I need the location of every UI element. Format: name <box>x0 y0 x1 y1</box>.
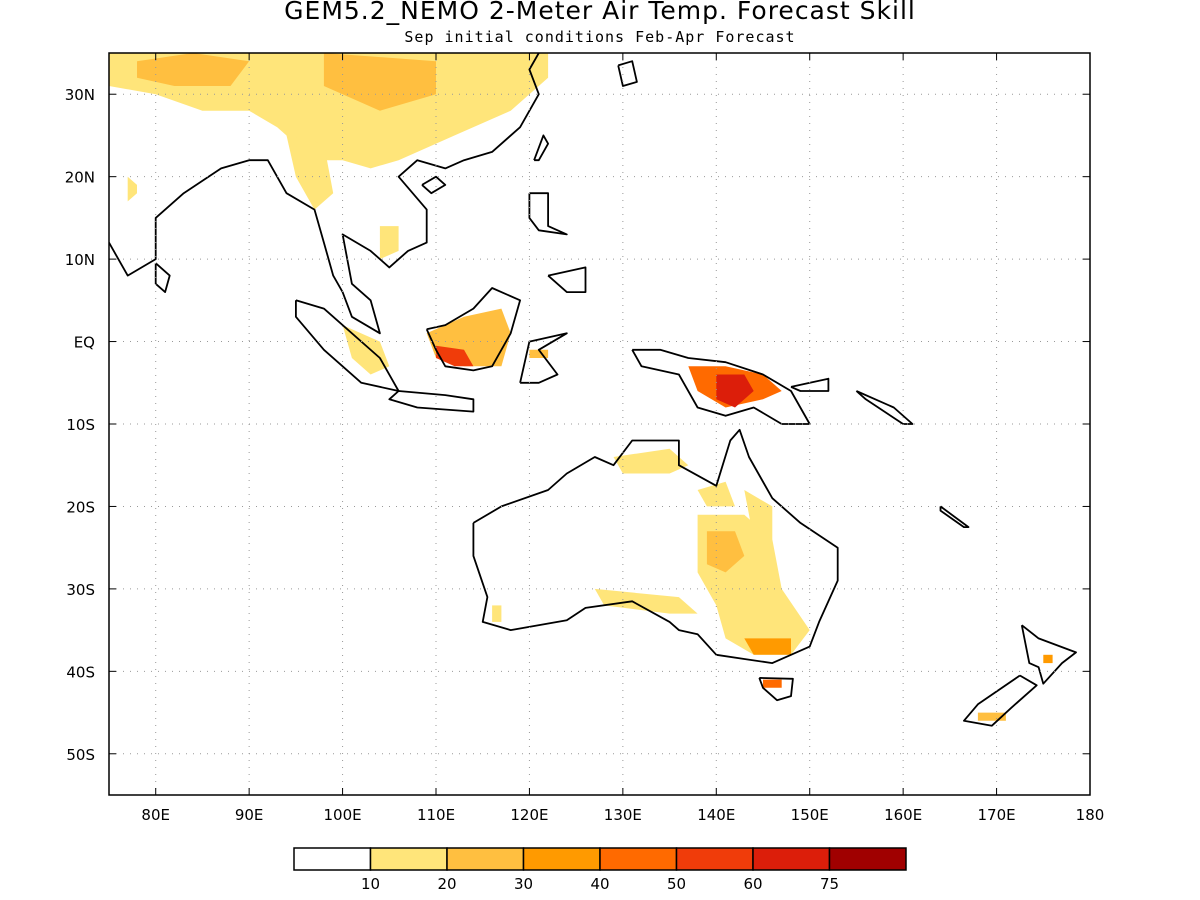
skill-region-aus-se <box>744 638 791 655</box>
lon-label: 90E <box>235 806 264 824</box>
lon-label: 140E <box>697 806 735 824</box>
colorbar-swatch <box>675 847 754 871</box>
latitude-labels: 30N 20N 10N EQ 10S 20S 30S 40S 50S <box>65 86 95 764</box>
skill-shading-layer <box>109 53 1053 721</box>
lon-label: 150E <box>791 806 829 824</box>
skill-region-nz-north <box>1043 654 1053 664</box>
skill-region-myanmar <box>286 135 334 210</box>
coastline-taiwan <box>533 134 549 162</box>
lon-label: 80E <box>141 806 170 824</box>
lon-label: 180 <box>1076 806 1105 824</box>
coastline-solomons <box>855 390 914 425</box>
coastline-sumatra <box>294 299 400 392</box>
skill-region-aus-south <box>594 588 698 614</box>
lon-label: 120E <box>510 806 548 824</box>
coastline-tasmania <box>758 677 794 702</box>
colorbar-label: 60 <box>743 875 762 893</box>
map-title: GEM5.2_NEMO 2-Meter Air Temp. Forecast S… <box>284 0 916 25</box>
lon-label: 100E <box>324 806 362 824</box>
colorbar-label: 75 <box>820 875 839 893</box>
skill-region-sumatra <box>342 325 390 375</box>
skill-region-china-core <box>323 53 436 111</box>
skill-region-aus-east-coast <box>744 490 773 540</box>
colorbar-swatch <box>599 847 678 871</box>
coastline-sri-lanka <box>154 262 171 294</box>
skill-region-aus-north <box>613 448 689 474</box>
colorbar-label: 50 <box>667 875 686 893</box>
coastline-australia <box>472 428 839 664</box>
colorbar-swatch <box>828 847 907 871</box>
coastline-nz-north <box>1020 624 1077 685</box>
gridline-layer <box>109 53 1090 795</box>
coastline-new-britain <box>790 377 830 392</box>
coastline-borneo <box>425 287 521 372</box>
skill-region-tasmania <box>763 679 782 688</box>
map-subtitle: Sep initial conditions Feb-Apr Forecast <box>404 28 796 46</box>
axis-ticks <box>109 53 1091 795</box>
coastline-japan-kyushu <box>617 60 638 87</box>
colorbar-swatch <box>369 847 448 871</box>
coastline-layer <box>109 53 1077 727</box>
lat-label: 20S <box>66 498 95 516</box>
colorbar-swatch <box>522 847 601 871</box>
lon-label: 160E <box>884 806 922 824</box>
coastline-java <box>388 390 475 413</box>
coastline-philippines-mindanao <box>547 266 587 294</box>
lat-label: 10N <box>65 251 95 269</box>
skill-region-aus-sw <box>492 605 502 622</box>
skill-region-vietnam <box>379 226 399 260</box>
longitude-labels: 80E 90E 100E 110E 120E 130E 140E 150E 160E 170E 18… <box>141 806 1104 824</box>
colorbar-swatch <box>293 847 372 871</box>
colorbar-swatch <box>446 847 525 871</box>
skill-region-india-nw <box>127 176 137 202</box>
skill-region-tibet-core <box>137 53 250 86</box>
lat-label: EQ <box>74 334 95 352</box>
coastline-new-caledonia <box>939 505 970 528</box>
colorbar-label: 20 <box>437 875 456 893</box>
colorbar: 10 20 30 40 50 60 75 <box>293 847 907 893</box>
lat-label: 10S <box>66 416 95 434</box>
coastline-asia-mainland <box>109 53 540 335</box>
coastline-nz-south <box>963 674 1038 727</box>
lon-label: 170E <box>978 806 1016 824</box>
coastline-philippines-luzon <box>528 192 568 236</box>
coastline-hainan <box>421 175 447 195</box>
colorbar-label: 10 <box>361 875 380 893</box>
lat-label: 50S <box>66 746 95 764</box>
lon-label: 110E <box>417 806 455 824</box>
colorbar-label: 30 <box>514 875 533 893</box>
lat-label: 20N <box>65 169 95 187</box>
colorbar-swatch <box>752 847 831 871</box>
lat-label: 30S <box>66 581 95 599</box>
lon-label: 130E <box>604 806 642 824</box>
skill-region-borneo-core <box>436 345 474 367</box>
lat-label: 30N <box>65 86 95 104</box>
colorbar-label: 40 <box>590 875 609 893</box>
lat-label: 40S <box>66 663 95 681</box>
skill-region-new-guinea-core <box>716 374 754 408</box>
skill-region-aus-interior-2 <box>706 531 745 573</box>
coastline-sulawesi <box>519 332 568 384</box>
